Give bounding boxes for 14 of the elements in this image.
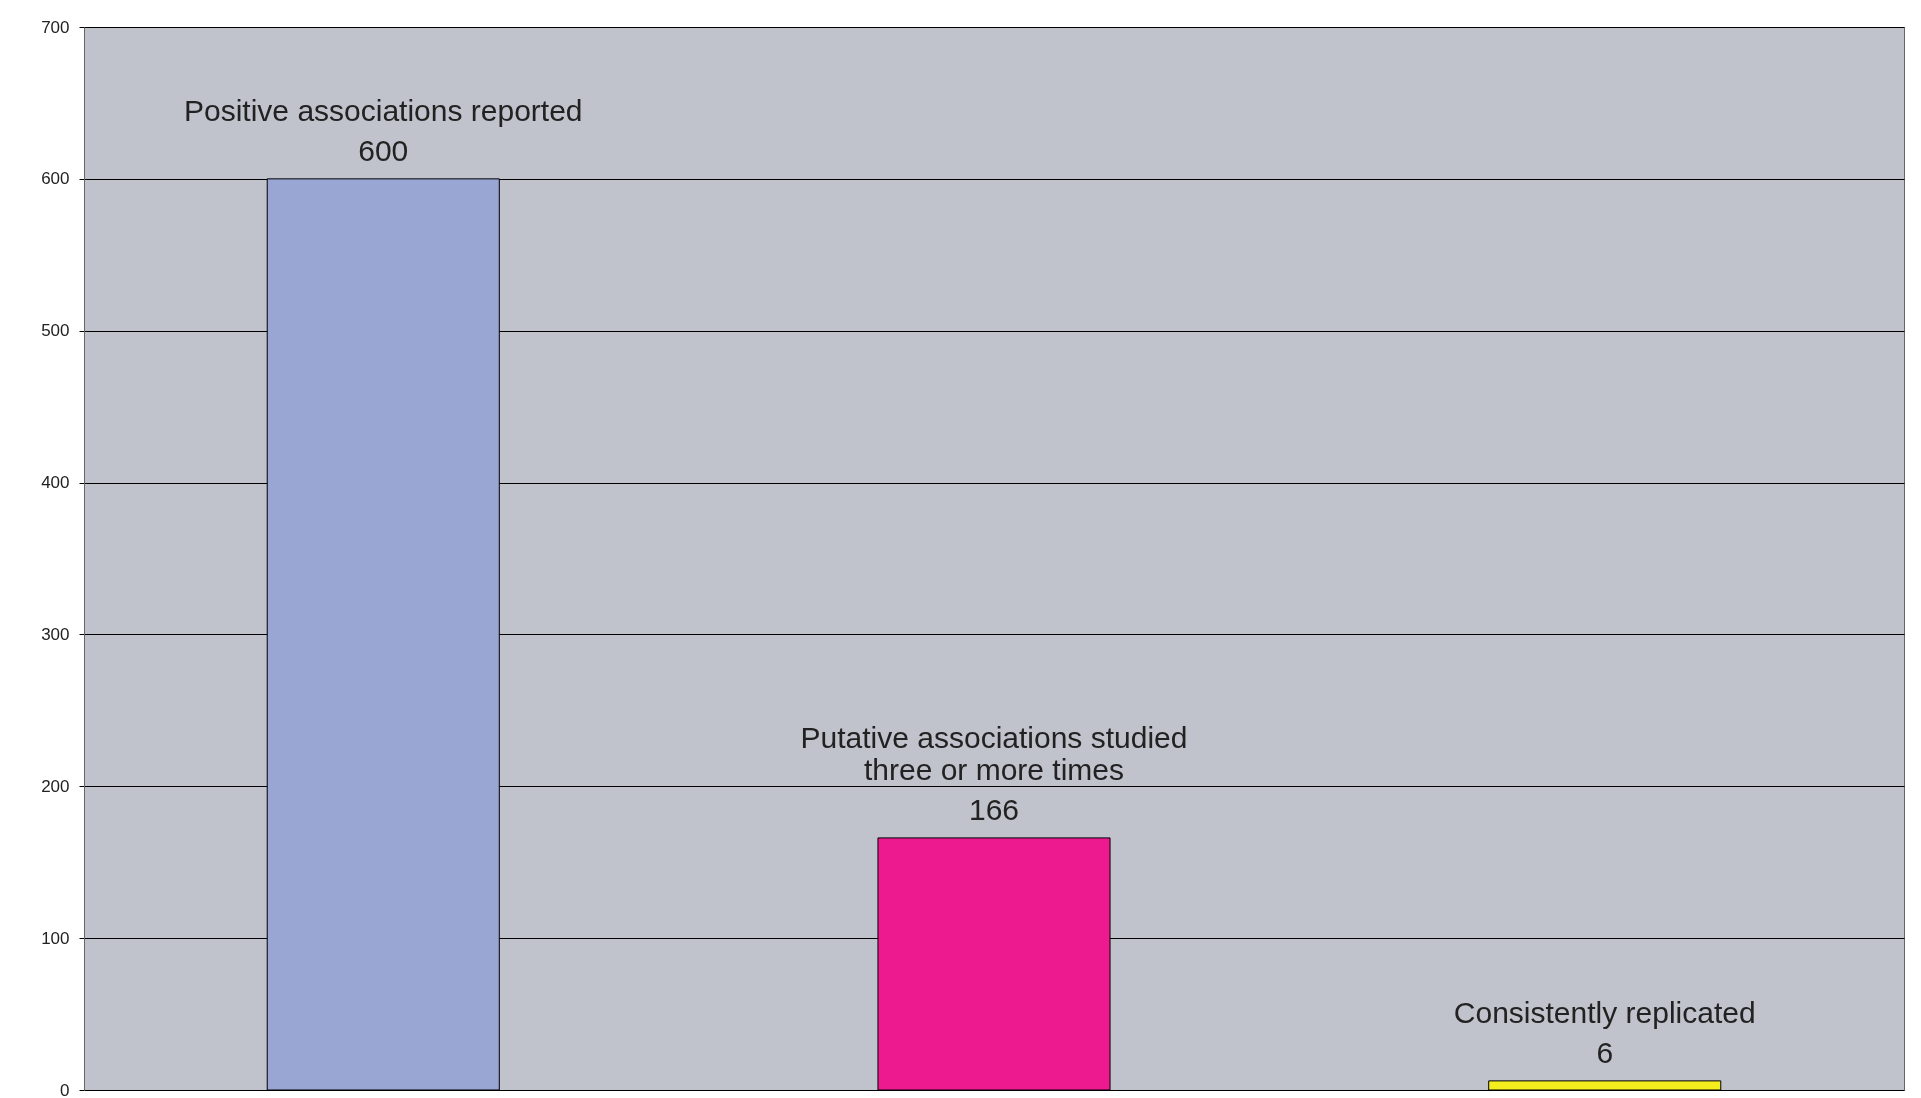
y-tick-label: 400 [41,473,70,493]
data-label: 6 [1596,1035,1614,1069]
y-tick-label: 700 [41,17,70,37]
x-tick-label: Putative associations studied three or more times [800,720,1188,786]
y-tick-label: 600 [41,169,70,189]
data-label: 166 [968,792,1020,826]
x-tick-label: Positive associations reported [183,93,583,127]
y-tick-label: 300 [41,624,70,644]
y-tick-label: 0 [60,1080,70,1098]
y-tick-label: 500 [41,321,70,341]
y-tick-label: 200 [41,776,70,796]
y-tick-label: 100 [41,928,70,948]
data-label: 600 [358,133,409,167]
x-tick-label: Consistently replicated [1453,995,1756,1029]
